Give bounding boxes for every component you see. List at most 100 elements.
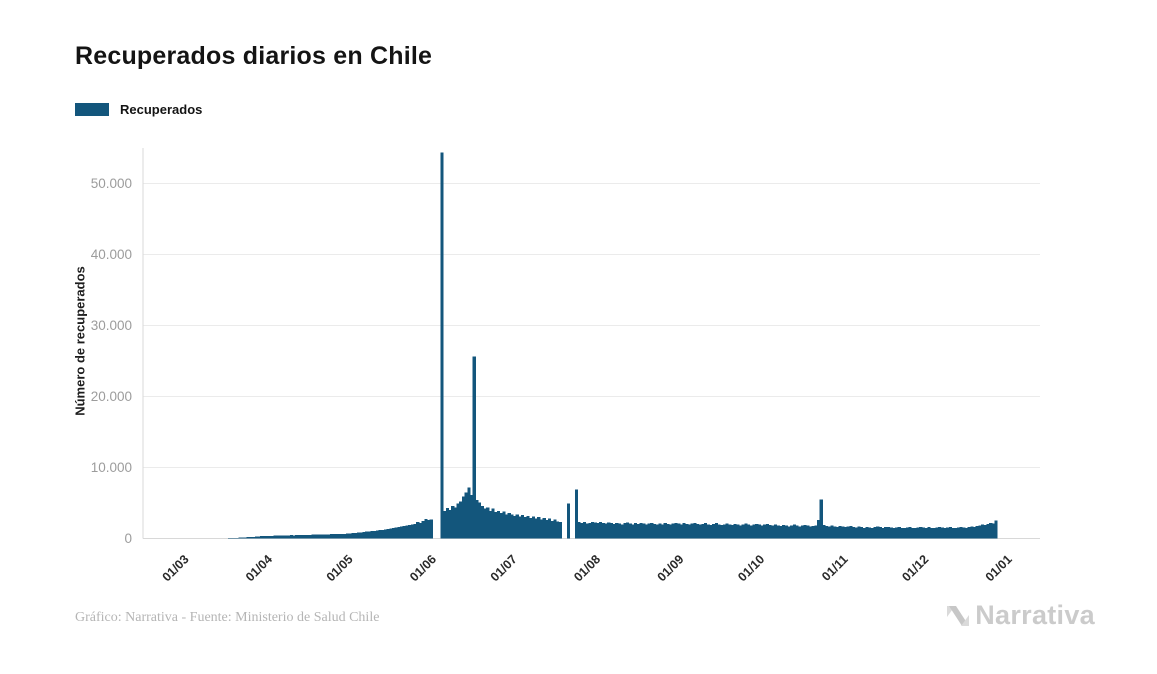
bar <box>970 526 974 539</box>
bar <box>381 529 385 539</box>
bar <box>235 537 240 539</box>
bar <box>491 508 495 539</box>
bar <box>725 523 729 539</box>
bar <box>591 522 595 539</box>
bar <box>354 532 358 539</box>
bar <box>539 519 544 539</box>
bar <box>556 521 560 539</box>
bar <box>816 520 821 539</box>
bar <box>523 517 527 539</box>
bar <box>679 524 683 539</box>
bar <box>612 523 616 539</box>
bar <box>964 527 969 539</box>
bar <box>596 523 600 539</box>
bar <box>464 492 468 539</box>
bar <box>650 522 654 539</box>
bar <box>607 522 611 539</box>
bar <box>841 526 845 539</box>
bar <box>504 514 509 539</box>
bar <box>924 527 928 539</box>
bar <box>695 523 700 539</box>
bar <box>720 525 724 539</box>
bar <box>574 489 579 539</box>
bar <box>566 503 570 539</box>
bar <box>550 520 554 539</box>
bar <box>488 510 492 539</box>
bar <box>443 510 447 539</box>
bar <box>241 537 245 539</box>
bar <box>978 525 982 539</box>
bar <box>765 523 770 539</box>
bar <box>830 525 834 539</box>
bar <box>448 510 452 539</box>
bar <box>308 534 312 539</box>
bar <box>865 526 869 539</box>
bar <box>975 526 979 539</box>
bar <box>755 523 759 539</box>
bar <box>496 510 501 539</box>
bar <box>238 537 242 539</box>
bar <box>685 523 689 539</box>
bar <box>760 525 764 539</box>
bar <box>860 527 864 539</box>
bar <box>927 527 931 539</box>
x-tick-label: 01/08 <box>571 552 603 584</box>
bar <box>666 523 670 539</box>
bar <box>558 522 562 539</box>
bar <box>300 535 304 539</box>
bar <box>862 527 866 539</box>
bar <box>507 512 511 539</box>
bar <box>983 525 987 539</box>
bar <box>962 527 966 539</box>
bar <box>825 526 829 539</box>
bar <box>262 535 266 539</box>
bar <box>722 524 726 539</box>
y-tick-label: 20.000 <box>91 389 132 404</box>
x-tick-label: 01/01 <box>983 552 1015 584</box>
bar <box>849 526 853 539</box>
bar <box>634 523 638 539</box>
bar <box>658 523 662 539</box>
bar <box>919 527 923 539</box>
bar <box>811 526 815 539</box>
bar <box>499 512 503 539</box>
y-tick-label: 10.000 <box>91 460 132 475</box>
bar <box>959 526 963 539</box>
bar <box>741 524 745 539</box>
narrativa-logo: Narrativa <box>944 600 1095 631</box>
bar <box>322 534 326 539</box>
bar <box>994 520 998 539</box>
bar <box>394 527 398 539</box>
bar <box>585 523 589 539</box>
bar <box>943 527 947 539</box>
bar <box>311 534 315 539</box>
legend-label: Recuperados <box>120 102 203 117</box>
bar <box>843 527 848 539</box>
bar <box>609 523 614 539</box>
bar <box>690 523 694 539</box>
bar <box>660 524 665 539</box>
bar <box>749 525 753 539</box>
bar <box>244 537 248 539</box>
bar <box>846 526 850 539</box>
bar <box>954 528 958 539</box>
bar <box>418 523 423 539</box>
bar <box>416 522 420 539</box>
bar <box>857 526 861 539</box>
bar <box>827 526 831 539</box>
bar <box>763 524 767 539</box>
bar <box>642 523 646 539</box>
bar <box>932 528 936 539</box>
bar <box>744 523 748 539</box>
bar <box>604 523 608 539</box>
bar <box>373 530 377 539</box>
bar <box>682 523 686 539</box>
bar <box>513 515 517 539</box>
bar <box>808 526 813 539</box>
bar <box>884 527 888 539</box>
bar <box>292 535 296 539</box>
bar <box>854 527 858 539</box>
bar <box>908 526 912 539</box>
bar <box>655 524 659 539</box>
